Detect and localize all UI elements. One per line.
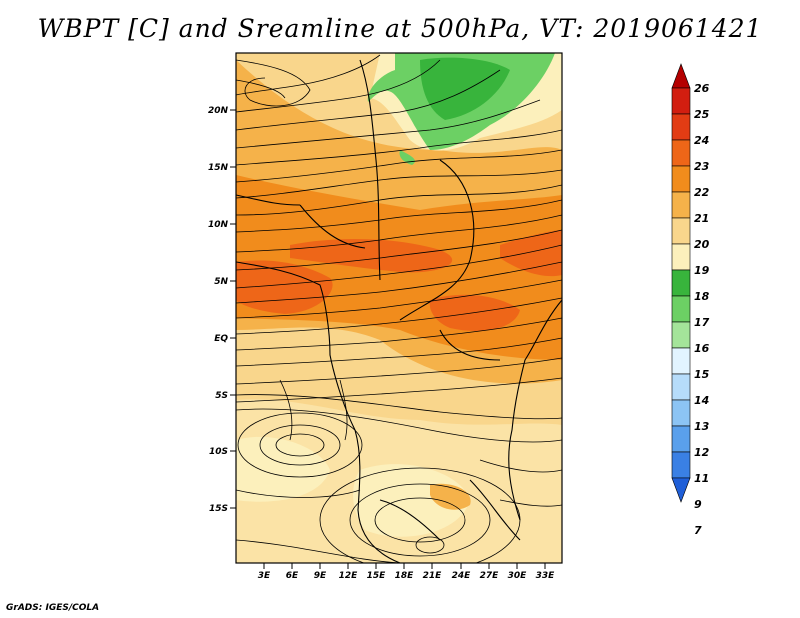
lon-label-9e: 9E [314,571,327,581]
colorbar-swatch [671,347,691,375]
lat-label-10s: 10S [209,447,228,457]
colorbar-swatch [671,87,691,115]
lon-label-6e: 6E [286,571,299,581]
lat-label-15n: 15N [208,163,229,173]
colorbar-swatch [671,451,691,479]
credit-text: GrADS: IGES/COLA [6,603,100,613]
colorbar-label: 24 [694,134,709,147]
lat-label-10n: 10N [208,220,229,230]
colorbar-label: 20 [694,238,710,251]
coastlines [236,59,562,563]
lon-label-30e: 30E [508,571,528,581]
lat-label-5n: 5N [214,277,228,287]
colorbar-label: 16 [694,342,710,355]
colorbar-label: 7 [694,524,702,537]
colorbar: 26 25 24 23 22 21 20 19 18 17 16 15 14 13 12 11 9 7 [671,63,710,537]
lat-label-5s: 5S [215,391,228,401]
lat-label-15s: 15S [209,504,228,514]
colorbar-label: 26 [694,82,710,95]
colorbar-swatch [671,321,691,349]
lat-label-eq: EQ [214,334,228,344]
colorbar-swatch [671,139,691,167]
lon-label-24e: 24E [452,571,472,581]
colorbar-label: 19 [694,264,710,277]
colorbar-label: 23 [694,160,710,173]
colorbar-swatch [671,399,691,427]
lon-label-33e: 33E [536,571,556,581]
colorbar-label: 13 [694,420,710,433]
colorbar-label: 9 [694,498,702,511]
lon-axis: 3E 6E 9E 12E 15E 18E 21E 24E 27E 30E 33E [258,563,555,581]
lon-label-21e: 21E [423,571,443,581]
lat-label-20n: 20N [208,106,229,116]
colorbar-bottom-arrow [671,477,691,503]
lon-label-27e: 27E [480,571,500,581]
colorbar-swatch [671,295,691,323]
colorbar-label: 22 [694,186,710,199]
wbpt-field [236,53,562,563]
lon-label-18e: 18E [395,571,415,581]
colorbar-label: 21 [694,212,709,225]
lon-label-12e: 12E [339,571,359,581]
colorbar-label: 12 [694,446,710,459]
colorbar-swatch [671,269,691,297]
colorbar-top-arrow [671,63,691,89]
colorbar-label: 18 [694,290,710,303]
lon-label-3e: 3E [258,571,271,581]
streamlines [236,54,562,563]
chart-title: WBPT [C] and Sreamline at 500hPa, VT: 20… [37,14,763,43]
colorbar-swatch [671,165,691,193]
colorbar-label: 17 [694,316,710,329]
colorbar-swatch [671,373,691,401]
colorbar-swatch [671,191,691,219]
colorbar-swatch [671,425,691,453]
map-frame [235,52,563,564]
colorbar-label: 25 [694,108,710,121]
colorbar-label: 15 [694,368,710,381]
lat-axis: 20N 15N 10N 5N EQ 5S 10S 15S [208,106,236,514]
colorbar-swatch [671,217,691,245]
colorbar-label: 14 [694,394,709,407]
colorbar-label: 11 [694,472,709,485]
colorbar-swatch [671,243,691,271]
colorbar-swatch [671,113,691,141]
lon-label-15e: 15E [367,571,387,581]
